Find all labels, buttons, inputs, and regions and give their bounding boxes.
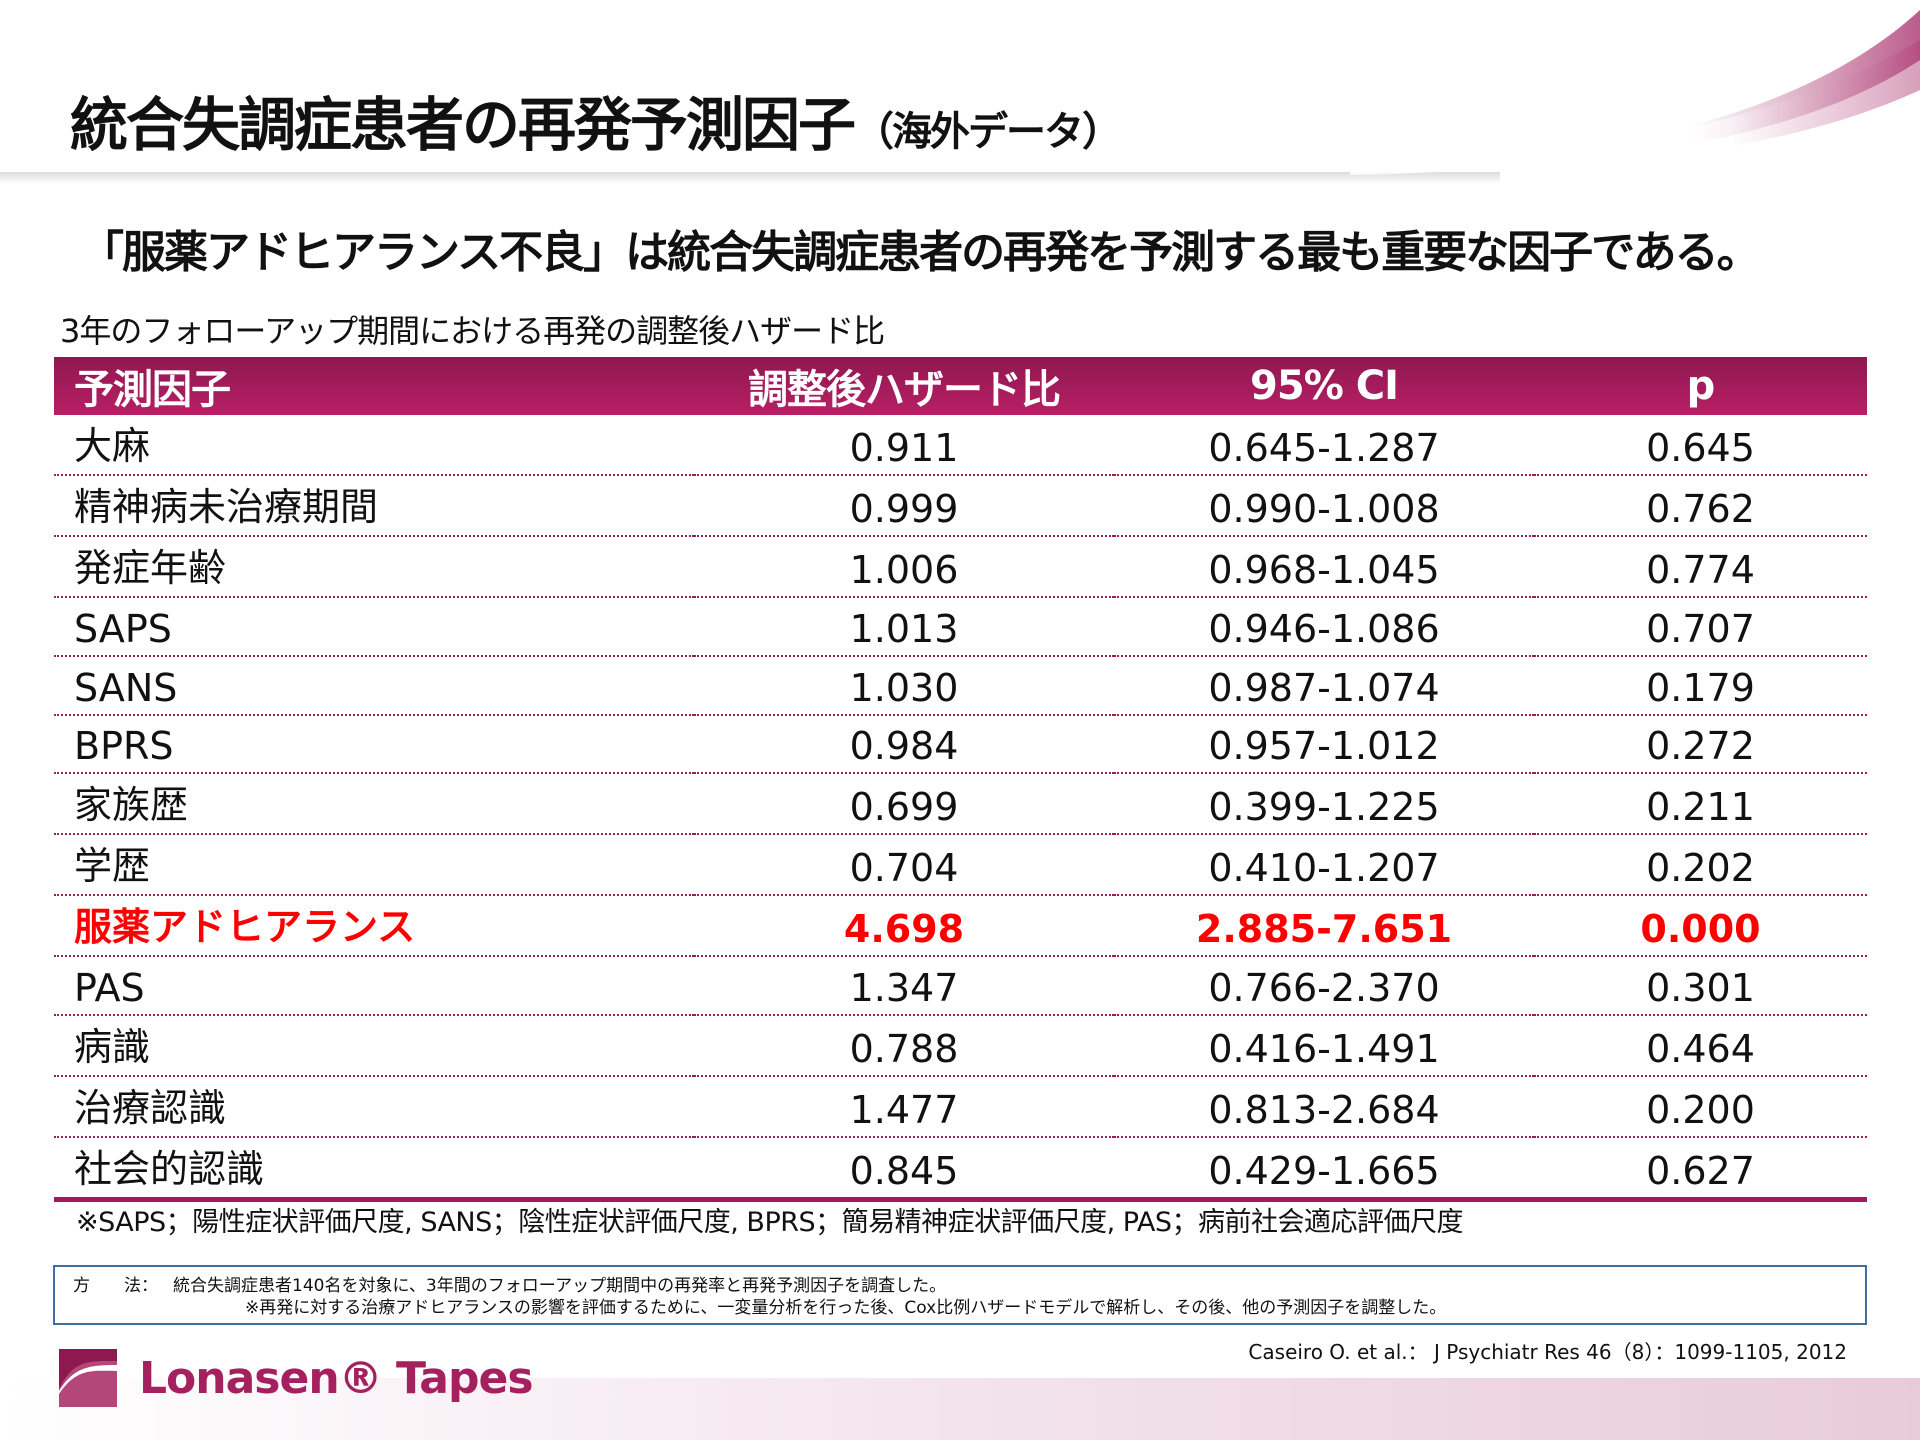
method-box: 方 法： 統合失調症患者140名を対象に、3年間のフォローアップ期間中の再発率と再… [53,1265,1867,1325]
table-row: 社会的認識 0.845 0.429-1.665 0.627 [54,1137,1867,1203]
cell-hazard-ratio: 1.477 [694,1076,1114,1139]
cell-predictor: SAPS [54,597,694,657]
logo-text: Lonasen® Tapes [139,1352,534,1404]
title-subtitle: （海外データ） [854,109,1122,155]
header-hazard-ratio: 調整後ハザード比 [694,357,1114,415]
table-row: 精神病未治療期間 0.999 0.990-1.008 0.762 [54,475,1867,537]
cell-ci: 0.968-1.045 [1114,536,1534,598]
cell-predictor: 発症年齢 [54,536,694,598]
logo-mark-icon [59,1349,117,1407]
cell-predictor: PAS [54,956,694,1017]
footnote: ※SAPS；陽性症状評価尺度, SANS；陰性症状評価尺度, BPRS；簡易精神… [76,1207,1463,1238]
cell-p-value: 0.707 [1534,597,1867,657]
cell-ci: 0.987-1.074 [1114,655,1534,716]
cell-hazard-ratio: 0.911 [694,415,1114,476]
cell-predictor: BPRS [54,714,694,775]
table-row: PAS 1.347 0.766-2.370 0.301 [54,956,1867,1017]
table-row: SANS 1.030 0.987-1.074 0.179 [54,655,1867,716]
table-row: BPRS 0.984 0.957-1.012 0.272 [54,714,1867,775]
cell-hazard-ratio: 0.699 [694,773,1114,836]
table-row: 発症年齢 1.006 0.968-1.045 0.774 [54,536,1867,598]
cell-p-value: 0.200 [1534,1076,1867,1139]
cell-ci: 0.416-1.491 [1114,1015,1534,1078]
method-label: 方 法： [73,1276,158,1296]
cell-p-value: 0.645 [1534,415,1867,476]
cell-hazard-ratio: 4.698 [694,895,1114,958]
cell-predictor: 精神病未治療期間 [54,475,694,537]
cell-predictor: SANS [54,655,694,716]
page-title: 統合失調症患者の再発予測因子（海外データ） [70,91,1122,159]
cell-p-value: 0.211 [1534,773,1867,836]
header-ci: 95% CI [1114,357,1534,415]
cell-p-value: 0.774 [1534,536,1867,598]
cell-ci: 0.813-2.684 [1114,1076,1534,1139]
cell-p-value: 0.301 [1534,956,1867,1017]
method-line2: ※再発に対する治療アドヒアランスの影響を評価するために、一変量分析を行った後、C… [245,1298,1447,1318]
cell-hazard-ratio: 0.788 [694,1015,1114,1078]
cell-ci: 0.645-1.287 [1114,415,1534,476]
header-predictor: 予測因子 [54,357,694,415]
cell-ci: 0.957-1.012 [1114,714,1534,775]
citation: Caseiro O. et al.： J Psychiatr Res 46（8）… [1248,1340,1847,1364]
hazard-ratio-table: 予測因子 調整後ハザード比 95% CI p 大麻 0.911 0.645-1.28… [54,357,1867,1203]
cell-hazard-ratio: 0.704 [694,834,1114,897]
cell-p-value: 0.627 [1534,1137,1867,1203]
cell-predictor: 家族歴 [54,773,694,836]
cell-p-value: 0.202 [1534,834,1867,897]
header-p: p [1534,357,1867,415]
cell-ci: 0.990-1.008 [1114,475,1534,537]
table-header: 予測因子 調整後ハザード比 95% CI p [54,357,1867,415]
cell-p-value: 0.000 [1534,895,1867,958]
table-row: 家族歴 0.699 0.399-1.225 0.211 [54,773,1867,836]
footer-band [0,1378,1920,1440]
cell-p-value: 0.179 [1534,655,1867,716]
cell-ci: 0.399-1.225 [1114,773,1534,836]
table-caption: 3年のフォローアップ期間における再発の調整後ハザード比 [60,312,885,350]
cell-hazard-ratio: 1.013 [694,597,1114,657]
cell-predictor: 大麻 [54,415,694,476]
cell-hazard-ratio: 1.006 [694,536,1114,598]
cell-p-value: 0.762 [1534,475,1867,537]
cell-hazard-ratio: 1.347 [694,956,1114,1017]
table-row: SAPS 1.013 0.946-1.086 0.707 [54,597,1867,657]
cell-predictor: 治療認識 [54,1076,694,1139]
cell-predictor: 服薬アドヒアランス [54,895,694,958]
cell-hazard-ratio: 1.030 [694,655,1114,716]
table-row: 治療認識 1.477 0.813-2.684 0.200 [54,1076,1867,1139]
method-line1: 統合失調症患者140名を対象に、3年間のフォローアップ期間中の再発率と再発予測因… [173,1276,947,1296]
headline: 「服薬アドヒアランス不良」は統合失調症患者の再発を予測する最も重要な因子である。 [80,227,1761,278]
table-row: 大麻 0.911 0.645-1.287 0.645 [54,415,1867,476]
table-row: 病識 0.788 0.416-1.491 0.464 [54,1015,1867,1078]
cell-predictor: 社会的認識 [54,1137,694,1203]
cell-ci: 0.429-1.665 [1114,1137,1534,1203]
table-row: 学歴 0.704 0.410-1.207 0.202 [54,834,1867,897]
cell-ci: 2.885-7.651 [1114,895,1534,958]
cell-predictor: 学歴 [54,834,694,897]
cell-p-value: 0.464 [1534,1015,1867,1078]
cell-ci: 0.410-1.207 [1114,834,1534,897]
cell-hazard-ratio: 0.845 [694,1137,1114,1203]
logo: Lonasen® Tapes [59,1349,534,1407]
cell-predictor: 病識 [54,1015,694,1078]
cell-hazard-ratio: 0.999 [694,475,1114,537]
header-swoosh-decoration [0,10,1920,184]
cell-ci: 0.946-1.086 [1114,597,1534,657]
cell-ci: 0.766-2.370 [1114,956,1534,1017]
cell-p-value: 0.272 [1534,714,1867,775]
cell-hazard-ratio: 0.984 [694,714,1114,775]
table-row: 服薬アドヒアランス 4.698 2.885-7.651 0.000 [54,895,1867,958]
